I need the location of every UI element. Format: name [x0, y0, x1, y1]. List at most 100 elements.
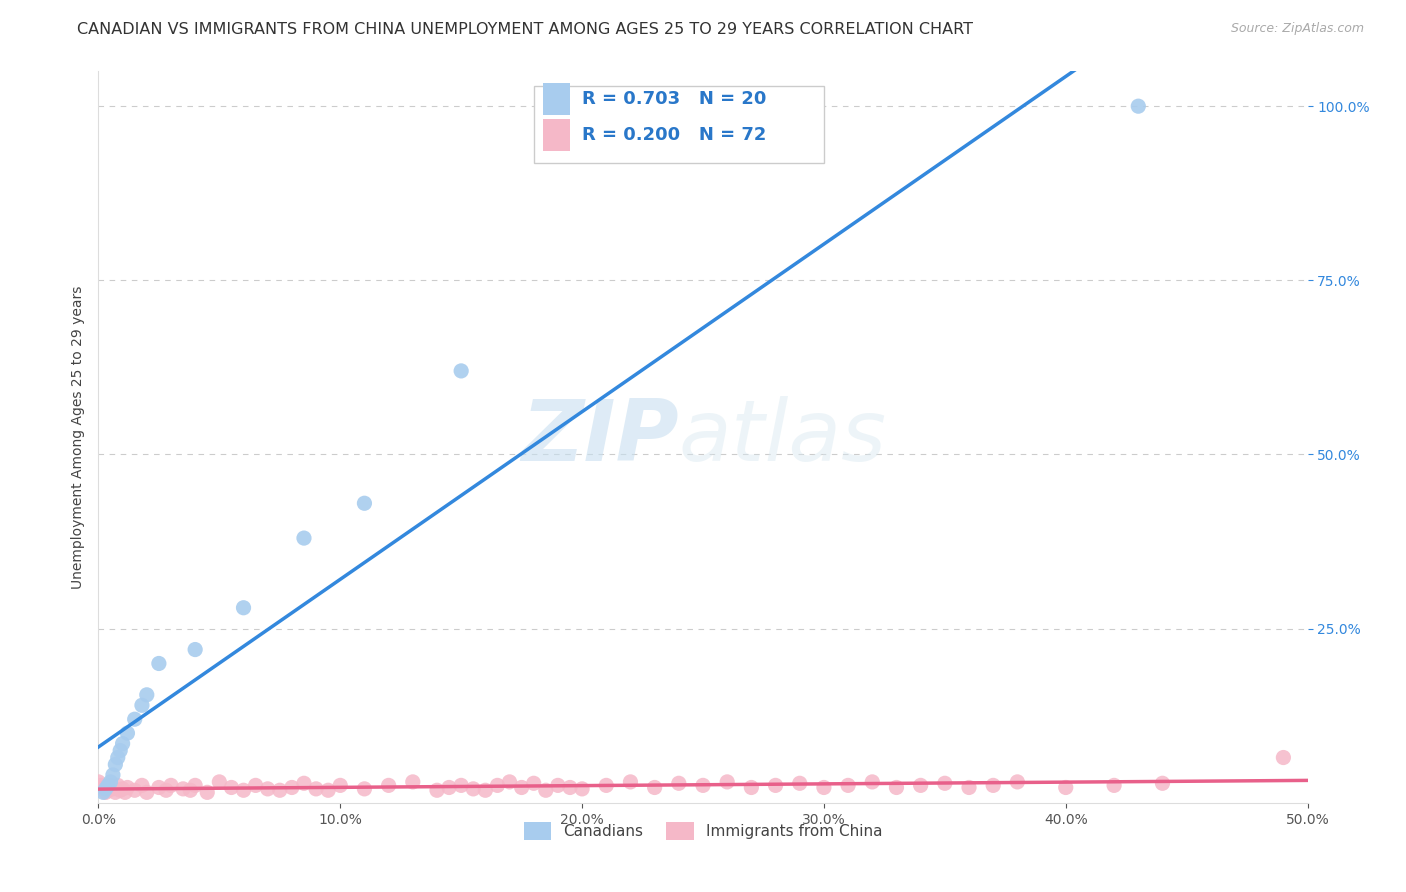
Point — [1152, 776, 1174, 790]
Point — [195, 785, 218, 799]
Point — [1054, 780, 1077, 795]
Bar — [543, 83, 569, 115]
Point — [94, 781, 117, 796]
Point — [740, 780, 762, 795]
Point — [463, 781, 485, 796]
Point — [523, 776, 546, 790]
Point — [131, 698, 153, 713]
Point — [91, 785, 114, 799]
Point — [765, 778, 787, 792]
Point — [619, 775, 641, 789]
Point — [1007, 775, 1029, 789]
Point — [117, 780, 139, 795]
Point — [100, 775, 122, 789]
Point — [184, 778, 207, 792]
Point — [179, 783, 201, 797]
Point — [107, 778, 129, 792]
Point — [692, 778, 714, 792]
Point — [534, 783, 557, 797]
Point — [208, 775, 231, 789]
Point — [172, 781, 194, 796]
Point — [135, 785, 157, 799]
Point — [94, 785, 117, 799]
Point — [108, 743, 131, 757]
Point — [981, 778, 1004, 792]
Point — [232, 600, 254, 615]
Point — [232, 783, 254, 797]
Point — [131, 778, 153, 792]
Point — [101, 768, 124, 782]
Point — [124, 712, 146, 726]
Point — [837, 778, 859, 792]
Point — [101, 781, 124, 796]
Point — [571, 781, 593, 796]
Point — [184, 642, 207, 657]
Point — [97, 778, 120, 792]
Point — [1102, 778, 1125, 792]
Point — [860, 775, 883, 789]
Point — [402, 775, 425, 789]
Point — [910, 778, 932, 792]
Point — [498, 775, 520, 789]
Point — [104, 785, 127, 799]
Point — [292, 531, 315, 545]
Point — [281, 780, 304, 795]
Text: Source: ZipAtlas.com: Source: ZipAtlas.com — [1230, 22, 1364, 36]
Point — [292, 776, 315, 790]
Point — [100, 778, 122, 792]
Point — [886, 780, 908, 795]
Point — [160, 778, 183, 792]
Bar — [543, 120, 569, 152]
Point — [450, 778, 472, 792]
Point — [510, 780, 533, 795]
Point — [111, 737, 134, 751]
Point — [117, 726, 139, 740]
Point — [668, 776, 690, 790]
Point — [148, 780, 170, 795]
Y-axis label: Unemployment Among Ages 25 to 29 years: Unemployment Among Ages 25 to 29 years — [70, 285, 84, 589]
Point — [595, 778, 617, 792]
Point — [789, 776, 811, 790]
Point — [256, 781, 278, 796]
Point — [547, 778, 569, 792]
Point — [90, 778, 112, 792]
Point — [135, 688, 157, 702]
Text: CANADIAN VS IMMIGRANTS FROM CHINA UNEMPLOYMENT AMONG AGES 25 TO 29 YEARS CORRELA: CANADIAN VS IMMIGRANTS FROM CHINA UNEMPL… — [77, 22, 973, 37]
Text: atlas: atlas — [679, 395, 887, 479]
Point — [377, 778, 399, 792]
Text: ZIP: ZIP — [522, 395, 679, 479]
Point — [104, 757, 127, 772]
Legend: Canadians, Immigrants from China: Canadians, Immigrants from China — [517, 815, 889, 847]
Point — [111, 781, 134, 796]
Point — [305, 781, 328, 796]
Point — [486, 778, 509, 792]
Point — [316, 783, 339, 797]
Point — [450, 364, 472, 378]
Point — [1272, 750, 1295, 764]
Point — [644, 780, 666, 795]
Point — [87, 775, 110, 789]
Point — [108, 783, 131, 797]
Point — [245, 778, 267, 792]
Point — [426, 783, 449, 797]
Point — [957, 780, 980, 795]
Point — [353, 781, 375, 796]
Point — [934, 776, 956, 790]
Point — [91, 781, 114, 796]
Point — [1128, 99, 1150, 113]
Point — [269, 783, 291, 797]
Point — [155, 783, 177, 797]
Point — [221, 780, 243, 795]
Point — [716, 775, 738, 789]
Point — [353, 496, 375, 510]
Bar — [534, 86, 824, 163]
Point — [97, 783, 120, 797]
Point — [474, 783, 496, 797]
Point — [437, 780, 460, 795]
Text: R = 0.200   N = 72: R = 0.200 N = 72 — [582, 126, 766, 145]
Point — [558, 780, 581, 795]
Point — [329, 778, 352, 792]
Point — [124, 783, 146, 797]
Point — [107, 750, 129, 764]
Point — [148, 657, 170, 671]
